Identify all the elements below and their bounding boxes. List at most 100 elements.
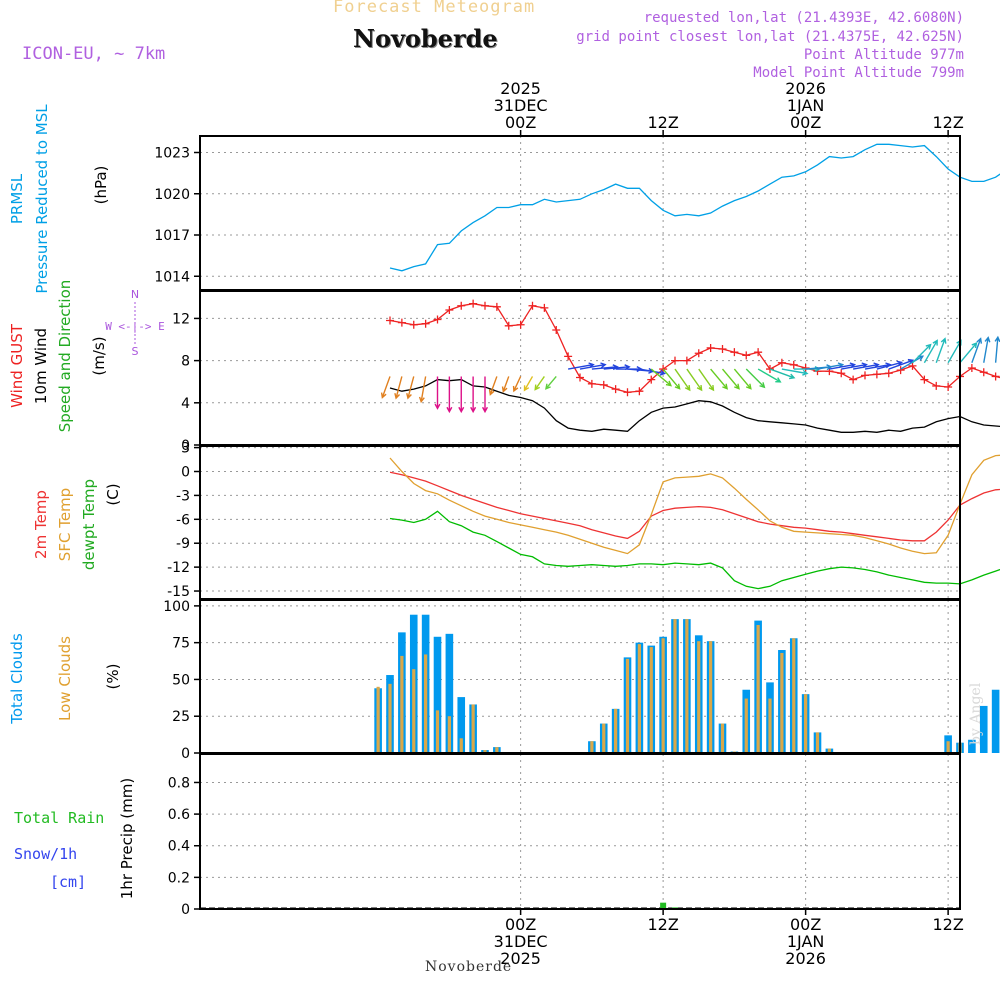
gust-marker bbox=[481, 301, 489, 310]
meteogram-subtitle: Forecast Meteogram bbox=[333, 0, 536, 17]
wind-direction-arrow bbox=[686, 368, 703, 392]
gust-marker bbox=[837, 369, 846, 378]
low-cloud-bar bbox=[768, 698, 772, 753]
data-layer bbox=[200, 143, 1000, 910]
low-cloud-bar bbox=[424, 654, 428, 753]
gust-marker bbox=[528, 301, 537, 310]
y-tick-label: 1023 bbox=[154, 146, 190, 162]
gust-marker bbox=[944, 382, 953, 391]
low-cloud-bar bbox=[946, 741, 950, 753]
y-tick-label: -3 bbox=[176, 488, 190, 504]
model-label: ICON-EU, ~ 7km bbox=[22, 44, 166, 64]
top-time-label: 2025 bbox=[500, 79, 541, 98]
low-cloud-bar bbox=[412, 669, 416, 753]
bottom-time-label: 31DEC bbox=[494, 932, 548, 951]
total-cloud-bar bbox=[991, 689, 1000, 753]
gust-marker bbox=[504, 321, 513, 330]
wind-direction-arrow bbox=[757, 368, 782, 383]
wind-direction-arrow bbox=[983, 336, 991, 363]
gust-marker bbox=[682, 356, 691, 365]
top-time-label: 1JAN bbox=[787, 96, 825, 115]
footer-location: Novoberde bbox=[425, 959, 513, 975]
low-cloud-bar bbox=[792, 638, 796, 753]
gust-marker bbox=[492, 302, 501, 311]
low-cloud-bar bbox=[673, 619, 677, 753]
low-cloud-bar bbox=[625, 658, 630, 753]
gust-marker bbox=[742, 351, 751, 360]
wind-direction-arrow bbox=[470, 376, 477, 414]
wind-direction-arrow bbox=[534, 376, 545, 391]
low-cloud-bar bbox=[685, 619, 689, 753]
gust-marker bbox=[433, 315, 442, 324]
low-cloud-bar bbox=[709, 641, 713, 753]
y-tick-label: 12 bbox=[172, 311, 190, 327]
y-tick-label: 0 bbox=[181, 902, 190, 918]
y-tick-label: 3 bbox=[181, 441, 190, 457]
y-tick-label: 0.6 bbox=[168, 807, 190, 823]
wind-direction-arrow bbox=[639, 368, 667, 376]
y-tick-label: 0 bbox=[181, 746, 190, 762]
wind-direction-arrow bbox=[745, 368, 766, 389]
low-cloud-bar bbox=[661, 638, 665, 753]
low-cloud-bar bbox=[471, 704, 475, 753]
low-cloud-bar bbox=[435, 710, 440, 753]
low-cloud-bar bbox=[815, 732, 820, 753]
gust-marker bbox=[552, 326, 561, 335]
gust-marker bbox=[967, 364, 976, 372]
y-tick-label: 0 bbox=[181, 465, 190, 481]
axis-title-1hr-precip: 1hr Precip (mm) bbox=[118, 778, 136, 899]
y-tick-label: 100 bbox=[163, 599, 190, 615]
wind-direction-arrow bbox=[733, 368, 752, 390]
wind-direction-arrow bbox=[662, 368, 681, 390]
wind-direction-arrow bbox=[721, 368, 740, 390]
wind-direction-arrow bbox=[418, 376, 427, 404]
legend-snow: Snow/1h bbox=[14, 845, 77, 863]
wind-direction-arrow bbox=[674, 368, 691, 392]
y-tick-label: -15 bbox=[167, 584, 190, 600]
gust-marker bbox=[409, 320, 418, 329]
y-tick-label: 0.8 bbox=[168, 775, 190, 791]
axis-layer: 1014 1017 1020 1023 PRMSL Pressure Reduced to… bbox=[8, 79, 964, 968]
wind-direction-arrow bbox=[394, 376, 403, 400]
wind-direction-arrow bbox=[458, 376, 465, 414]
low-cloud-bar bbox=[827, 748, 831, 753]
gust-marker bbox=[754, 348, 763, 357]
y-tick-label: -6 bbox=[176, 512, 190, 528]
axis-title-total-clouds: Total Clouds bbox=[8, 633, 26, 725]
axis-title-pressure: Pressure Reduced to MSL bbox=[33, 104, 51, 294]
bottom-time-label: 1JAN bbox=[787, 932, 825, 951]
y-tick-label: 1017 bbox=[154, 228, 190, 244]
wind-direction-arrow bbox=[406, 376, 415, 400]
y-tick-label: 0.2 bbox=[168, 870, 190, 886]
wind-direction-arrow bbox=[446, 376, 453, 414]
axis-unit-c: (C) bbox=[104, 483, 122, 505]
wind-direction-arrow bbox=[545, 375, 557, 390]
wind-direction-arrow bbox=[912, 343, 932, 364]
y-tick-label: 25 bbox=[172, 709, 190, 725]
bottom-time-label: 2025 bbox=[500, 949, 541, 968]
bottom-time-label: 00Z bbox=[505, 915, 536, 934]
gust-marker bbox=[611, 385, 620, 394]
point-altitude: Point Altitude 977m bbox=[803, 47, 964, 63]
gust-marker bbox=[991, 372, 1000, 381]
axis-title-sfc-temp: SFC Temp bbox=[56, 488, 74, 561]
location-title: Novoberde bbox=[353, 24, 498, 53]
gust-marker bbox=[635, 387, 644, 396]
axis-unit-ms: (m/s) bbox=[90, 336, 108, 375]
low-cloud-bar bbox=[376, 686, 380, 753]
gust-marker bbox=[730, 348, 739, 357]
y-tick-label: 75 bbox=[172, 636, 190, 652]
wind-direction-arrow bbox=[698, 368, 715, 392]
total-cloud-bar bbox=[445, 633, 454, 753]
y-tick-label: 4 bbox=[181, 396, 190, 412]
gust-marker bbox=[789, 360, 798, 369]
wind-direction-arrow bbox=[488, 376, 498, 396]
gust-marker bbox=[421, 319, 430, 328]
gust-marker bbox=[861, 371, 869, 380]
wind-direction-arrow bbox=[434, 376, 441, 410]
axis-title-prmsl: PRMSL bbox=[8, 173, 26, 224]
gust-marker bbox=[777, 358, 786, 367]
gust-marker bbox=[587, 379, 596, 388]
total-cloud-bar bbox=[968, 739, 976, 753]
